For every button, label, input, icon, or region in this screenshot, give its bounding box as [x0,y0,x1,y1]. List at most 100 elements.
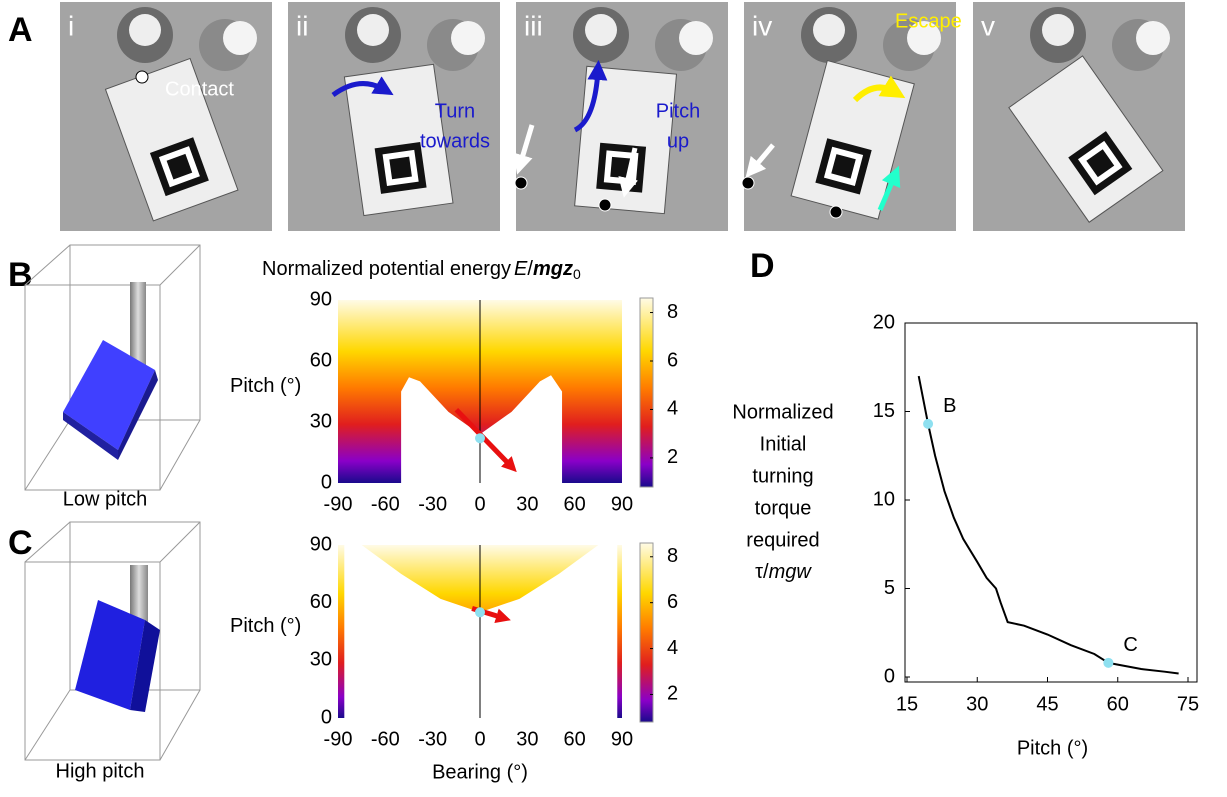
x-tick-label: 60 [564,493,586,515]
y-axis-label: Pitch (°) [230,375,301,397]
y-tick-label: 20 [873,311,895,333]
panel-label: A [8,11,33,49]
infeasible-region [344,545,618,718]
x-tick-label: -90 [324,728,353,750]
robot-body [343,63,454,217]
frame-label: iv [752,10,772,41]
point [475,607,485,618]
y-axis-label: torque [755,497,812,519]
foot [829,205,843,219]
annotation: Contact [165,78,234,100]
point-label: C [1123,634,1137,656]
post-top [585,14,617,46]
colorbar-label: 2 [667,683,678,705]
colorbar [639,542,654,723]
post-top [813,14,845,46]
y-axis-label: Pitch (°) [230,615,301,637]
robot [104,57,239,222]
x-tick-label: 30 [516,493,538,515]
panel-label: D [750,247,775,285]
tag-in [166,153,193,180]
plots: -90 -60 -30 0 30 60 90 0 30 60 90 2 4 6 8 Pitch (°) -90 -… [230,288,1199,783]
photo-strip: i ii iii iv v [60,2,1185,231]
y-axis-label: turning [752,465,813,487]
x-tick-label: 0 [474,493,485,515]
foot [741,176,755,190]
panel-label: B [8,256,33,294]
y-tick-label: 10 [873,488,895,510]
point [1103,657,1114,668]
y-tick-label: 0 [884,665,895,687]
tag-in [389,156,412,180]
arrow [513,124,535,175]
colorbar-label: 2 [667,446,678,468]
x-tick-label: 0 [474,728,485,750]
arrow [877,165,901,211]
tag-in [1086,149,1115,178]
x-tick-label: 15 [896,693,918,715]
post-top [357,14,389,46]
robot-body [574,65,678,215]
colorbar-label: 4 [667,637,678,659]
render-high [24,521,201,761]
x-tick-label: 30 [966,693,988,715]
plot-frame [904,322,1198,683]
frame-label: i [68,10,74,41]
infeasible-region [401,375,563,483]
y-axis-label: τ/mgw [755,561,812,583]
x-tick-label: 60 [1107,693,1129,715]
point [923,418,934,429]
render-low [24,244,201,491]
arrow [745,143,775,178]
frame-label: iii [524,10,543,41]
colorbar-label: 6 [667,349,678,371]
y-tick-label: 90 [310,288,332,310]
robot-body [1008,55,1164,223]
foot [598,198,612,212]
arrow [618,147,638,198]
x-tick-label: -30 [418,728,447,750]
colorbar-label: 4 [667,398,678,420]
x-tick-label: 60 [564,728,586,750]
robot [343,63,454,217]
x-tick-label: 90 [611,493,633,515]
arrow [331,76,394,98]
arrow [852,75,906,103]
robot [574,65,678,215]
colorbar [639,297,654,488]
post-top [1136,21,1170,55]
panel-label: C [8,524,33,562]
y-tick-label: 5 [884,577,895,599]
y-axis-label: Normalized [732,401,833,423]
annotation: up [667,130,689,152]
foot [514,176,528,190]
x-tick-label: 45 [1036,693,1058,715]
x-tick-label: 90 [611,728,633,750]
y-axis-label: required [746,529,819,551]
colorbar-label: 8 [667,545,678,567]
annotation: towards [420,130,490,152]
annotation: Pitch [656,100,700,122]
x-tick-label: -90 [324,493,353,515]
render-label: Low pitch [63,488,148,510]
y-tick-label: 0 [321,471,332,493]
tag-in [610,156,632,179]
y-tick-label: 15 [873,400,895,422]
y-tick-label: 30 [310,649,332,671]
x-tick-label: 75 [1177,693,1199,715]
annotation: Escape [895,10,962,32]
x-axis-label: Pitch (°) [1017,737,1088,759]
annotation: Turn [435,100,475,122]
point-label: B [943,395,956,417]
robot [1008,55,1164,223]
post-top [1042,14,1074,46]
x-tick-label: 30 [516,728,538,750]
post-top [223,21,257,55]
render-label: High pitch [56,760,145,782]
tag-in [831,154,856,179]
x-tick-label: -60 [371,493,400,515]
x-tick-label: -30 [418,493,447,515]
colorbar-label: 8 [667,301,678,323]
frame-label: v [981,10,995,41]
